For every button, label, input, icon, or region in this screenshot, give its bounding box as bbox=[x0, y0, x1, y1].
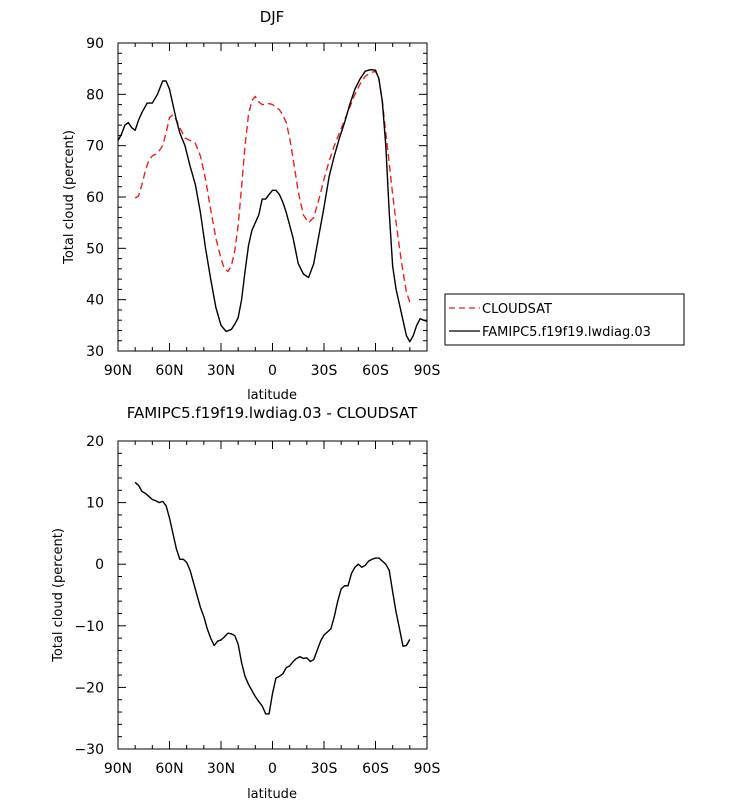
bottom-y-tick-label: −30 bbox=[74, 742, 104, 758]
bottom-x-tick-label: 60S bbox=[362, 761, 389, 777]
top-chart-title: DJF bbox=[260, 8, 285, 26]
top-panel: DJF latitude Total cloud (percent) 90N 60… bbox=[62, 8, 440, 403]
bottom-y-axis-label: Total cloud (percent) bbox=[51, 528, 66, 663]
bottom-series-line-difference bbox=[134, 481, 411, 715]
bottom-x-tick-label: 30N bbox=[207, 761, 235, 777]
legend-label-model: FAMIPC5.f19f19.lwdiag.03 bbox=[482, 325, 651, 340]
top-y-tick-label: 30 bbox=[86, 344, 104, 360]
bottom-x-tick-label: 30S bbox=[311, 761, 338, 777]
top-x-tick-label: 0 bbox=[268, 363, 277, 379]
top-x-tick-label: 90N bbox=[104, 363, 132, 379]
bottom-x-tick-label: 90S bbox=[414, 761, 441, 777]
top-x-tick-label: 30N bbox=[207, 363, 235, 379]
bottom-axis-ticks: 90N 60N 30N 0 30S 60S 90S −30 −20 −10 0 10 20 bbox=[74, 434, 440, 777]
bottom-chart-title: FAMIPC5.f19f19.lwdiag.03 - CLOUDSAT bbox=[127, 404, 418, 422]
top-x-axis-label: latitude bbox=[247, 388, 297, 403]
legend: CLOUDSAT FAMIPC5.f19f19.lwdiag.03 bbox=[444, 293, 685, 346]
top-x-tick-label: 60N bbox=[155, 363, 183, 379]
top-x-tick-label: 60S bbox=[362, 363, 389, 379]
bottom-y-tick-label: 0 bbox=[95, 557, 104, 573]
bottom-x-axis-label: latitude bbox=[247, 787, 297, 802]
bottom-y-tick-label: −10 bbox=[74, 619, 104, 635]
top-y-tick-label: 60 bbox=[86, 190, 104, 206]
top-x-tick-label: 30S bbox=[311, 363, 338, 379]
top-plot-frame bbox=[117, 42, 428, 352]
top-series-line-famipc5-f19f19-lwdiag-03 bbox=[117, 68, 428, 343]
top-y-tick-label: 90 bbox=[86, 36, 104, 52]
top-y-tick-label: 40 bbox=[86, 293, 104, 309]
bottom-plot-frame bbox=[117, 440, 428, 750]
top-y-tick-label: 50 bbox=[86, 241, 104, 257]
legend-box bbox=[444, 293, 685, 346]
bottom-series-layer bbox=[134, 481, 411, 715]
top-axis-ticks: 90N 60N 30N 0 30S 60S 90S 30 40 50 60 70 80 90 bbox=[86, 36, 440, 379]
top-y-tick-label: 80 bbox=[86, 87, 104, 103]
top-x-tick-label: 90S bbox=[414, 363, 441, 379]
legend-label-cloudsat: CLOUDSAT bbox=[482, 302, 552, 317]
top-series-line-cloudsat bbox=[134, 70, 411, 303]
top-y-tick-label: 70 bbox=[86, 139, 104, 155]
top-y-axis-label: Total cloud (percent) bbox=[62, 130, 77, 265]
bottom-x-tick-label: 90N bbox=[104, 761, 132, 777]
bottom-y-tick-label: 20 bbox=[86, 434, 104, 450]
top-series-layer bbox=[117, 68, 428, 343]
bottom-x-tick-label: 60N bbox=[155, 761, 183, 777]
bottom-panel: FAMIPC5.f19f19.lwdiag.03 - CLOUDSAT lati… bbox=[51, 404, 440, 802]
bottom-y-tick-label: −20 bbox=[74, 680, 104, 696]
bottom-x-tick-label: 0 bbox=[268, 761, 277, 777]
bottom-y-tick-label: 10 bbox=[86, 496, 104, 512]
